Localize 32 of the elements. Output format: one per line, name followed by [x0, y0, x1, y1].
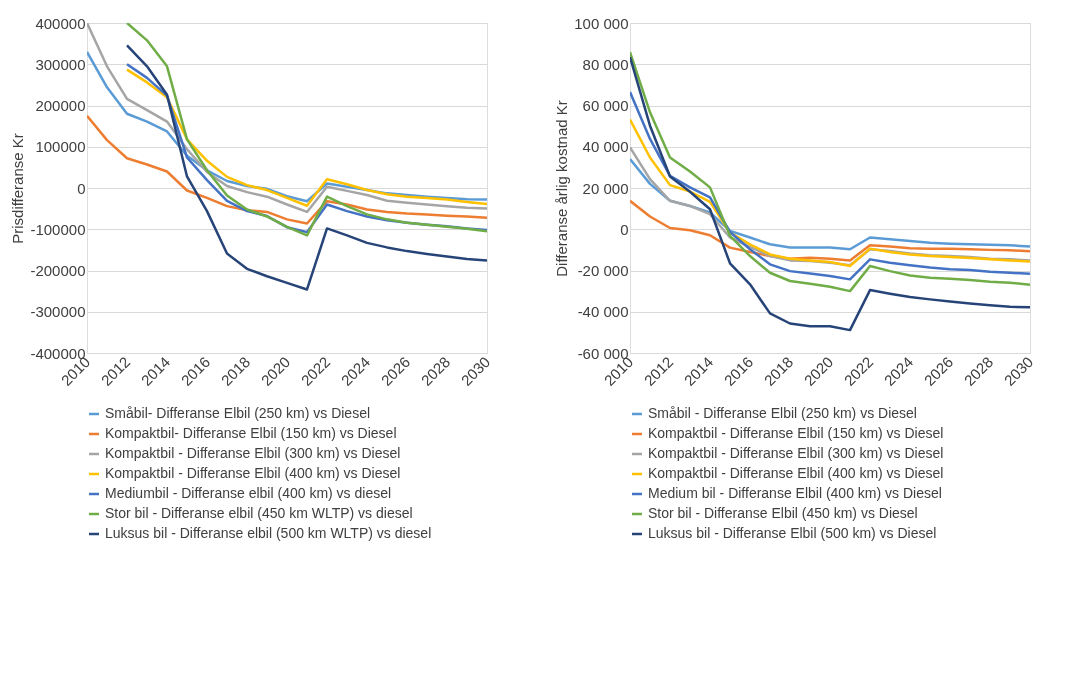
legend-label: Medium bil - Differanse Elbil (400 km) vs Diesel	[648, 485, 942, 501]
y-tick-label: 0	[620, 220, 629, 238]
legend-label: Luksus bil - Differanse elbil (500 km WLTP) vs diesel	[105, 525, 432, 541]
y-tick-label: -300000	[30, 303, 86, 321]
y-tick-label: -40 000	[577, 303, 629, 321]
legend-label: Kompaktbil - Differanse Elbil (400 km) vs Diesel	[648, 465, 944, 481]
y-tick-label: -200000	[30, 262, 86, 279]
legend-label: Kompaktbil - Differanse Elbil (300 km) vs Diesel	[105, 445, 401, 461]
y-axis-title: Differanse årlig kostnad Kr	[553, 100, 571, 277]
y-tick-label: 100000	[35, 138, 86, 156]
y-tick-label: 200000	[35, 97, 86, 114]
legend-label: Småbil- Differanse Elbil (250 km) vs Diesel	[105, 405, 371, 421]
y-axis-title: Prisdifferanse Kr	[9, 133, 27, 244]
legend-label: Kompaktbil - Differanse Elbil (150 km) vs Diesel	[648, 425, 944, 441]
legend-label: Småbil - Differanse Elbil (250 km) vs Diesel	[648, 405, 917, 421]
y-tick-label: 0	[77, 179, 86, 197]
y-tick-label: 400000	[35, 14, 86, 32]
legend-label: Mediumbil - Differanse elbil (400 km) vs diesel	[105, 485, 392, 501]
y-tick-label: 300000	[35, 55, 86, 73]
y-tick-label: 80 000	[582, 55, 629, 73]
legend-label: Stor bil - Differanse elbil (450 km WLTP) vs diesel	[105, 505, 413, 521]
y-tick-label: -100000	[30, 220, 86, 238]
legend-label: Stor bil - Differanse Elbil (450 km) vs Diesel	[648, 505, 918, 521]
y-tick-label: -20 000	[577, 262, 629, 279]
y-tick-label: 60 000	[582, 97, 629, 114]
legend-label: Kompaktbil - Differanse Elbil (300 km) vs Diesel	[648, 445, 944, 461]
legend-label: Luksus bil - Differanse Elbil (500 km) vs Diesel	[648, 525, 937, 541]
legend-label: Kompaktbil - Differanse Elbil (400 km) vs Diesel	[105, 465, 401, 481]
y-tick-label: 40 000	[582, 138, 629, 156]
legend-label: Kompaktbil- Differanse Elbil (150 km) vs Diesel	[105, 425, 397, 441]
y-tick-label: 20 000	[582, 179, 629, 197]
y-tick-label: 100 000	[574, 14, 629, 32]
